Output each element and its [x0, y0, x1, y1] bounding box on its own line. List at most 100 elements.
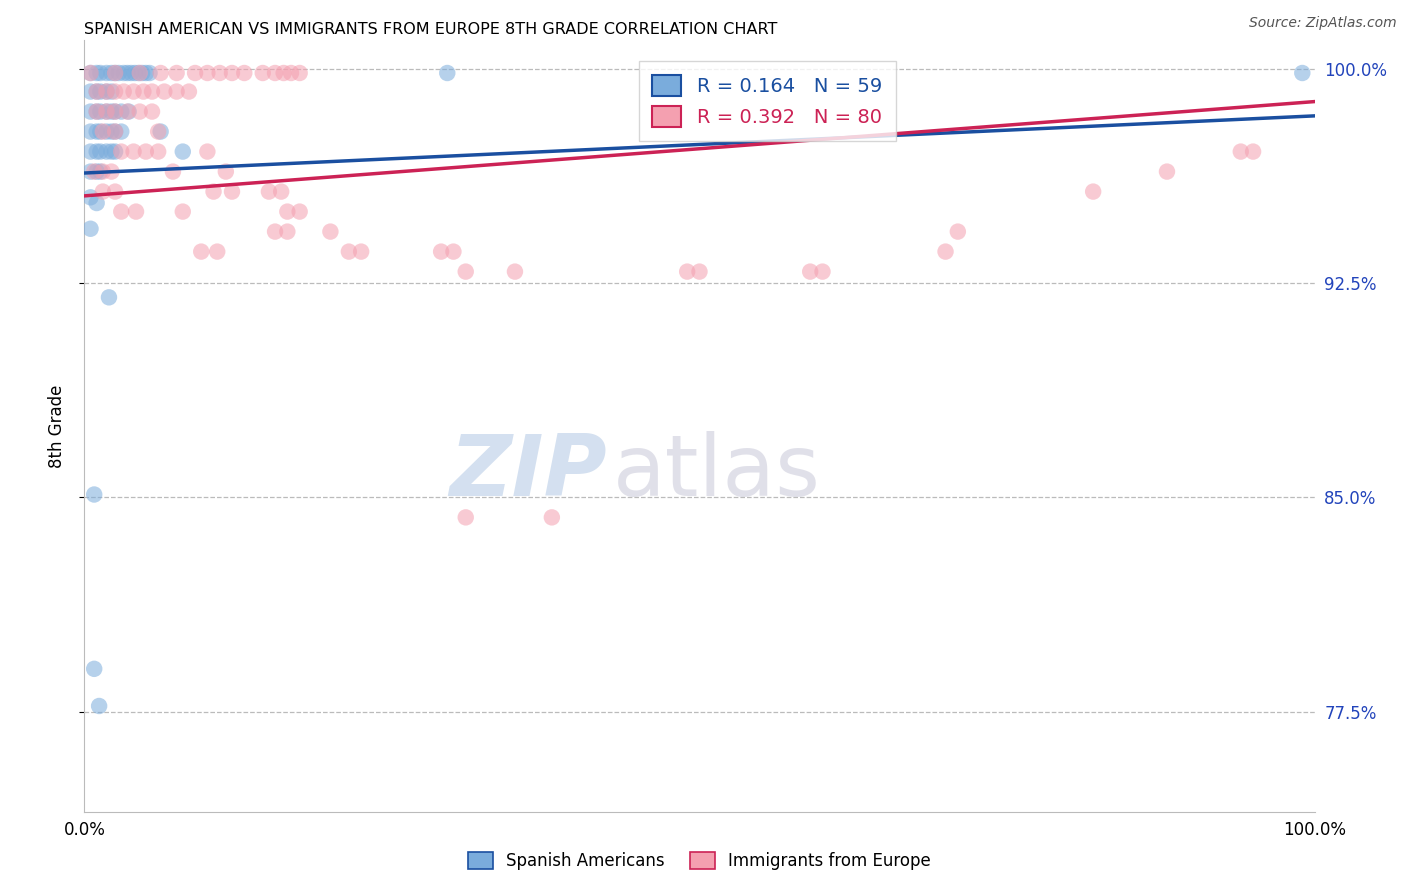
Point	[541, 510, 564, 524]
Point	[162, 164, 184, 178]
Point	[83, 487, 105, 501]
Point	[122, 85, 145, 99]
Point	[436, 66, 458, 80]
Point	[79, 85, 101, 99]
Point	[350, 244, 373, 259]
Point	[86, 104, 108, 119]
Text: SPANISH AMERICAN VS IMMIGRANTS FROM EUROPE 8TH GRADE CORRELATION CHART: SPANISH AMERICAN VS IMMIGRANTS FROM EURO…	[84, 22, 778, 37]
Point	[319, 225, 342, 239]
Point	[91, 125, 114, 139]
Point	[96, 145, 118, 159]
Point	[91, 164, 114, 178]
Point	[148, 145, 170, 159]
Point	[153, 85, 176, 99]
Point	[91, 185, 114, 199]
Point	[257, 185, 280, 199]
Point	[264, 66, 287, 80]
Point	[125, 204, 148, 219]
Point	[110, 125, 132, 139]
Point	[132, 85, 155, 99]
Point	[112, 66, 135, 80]
Point	[100, 164, 122, 178]
Point	[112, 85, 135, 99]
Point	[190, 244, 212, 259]
Point	[337, 244, 360, 259]
Point	[120, 66, 142, 80]
Point	[233, 66, 256, 80]
Point	[811, 264, 834, 278]
Point	[280, 66, 302, 80]
Point	[79, 104, 101, 119]
Point	[273, 66, 295, 80]
Point	[86, 66, 108, 80]
Point	[177, 85, 200, 99]
Point	[276, 225, 298, 239]
Point	[86, 85, 108, 99]
Point	[83, 662, 105, 676]
Text: atlas: atlas	[613, 431, 821, 514]
Point	[149, 66, 172, 80]
Point	[110, 104, 132, 119]
Point	[104, 104, 127, 119]
Point	[252, 66, 274, 80]
Point	[946, 225, 969, 239]
Point	[166, 66, 188, 80]
Point	[430, 244, 453, 259]
Point	[100, 85, 122, 99]
Point	[197, 66, 219, 80]
Point	[86, 85, 108, 99]
Point	[276, 204, 298, 219]
Point	[79, 66, 101, 80]
Point	[100, 145, 122, 159]
Point	[141, 85, 163, 99]
Y-axis label: 8th Grade: 8th Grade	[48, 384, 66, 467]
Point	[197, 145, 219, 159]
Point	[166, 85, 188, 99]
Point	[104, 104, 127, 119]
Point	[79, 190, 101, 204]
Point	[104, 66, 127, 80]
Legend: Spanish Americans, Immigrants from Europe: Spanish Americans, Immigrants from Europ…	[461, 846, 938, 877]
Point	[79, 164, 101, 178]
Point	[264, 225, 287, 239]
Point	[1230, 145, 1253, 159]
Point	[221, 66, 243, 80]
Point	[86, 125, 108, 139]
Point	[172, 145, 194, 159]
Point	[86, 104, 108, 119]
Point	[79, 221, 101, 235]
Point	[86, 145, 108, 159]
Point	[86, 196, 108, 211]
Point	[89, 85, 111, 99]
Point	[128, 104, 150, 119]
Point	[89, 66, 111, 80]
Point	[935, 244, 957, 259]
Point	[128, 66, 150, 80]
Point	[131, 66, 153, 80]
Point	[128, 66, 150, 80]
Point	[207, 244, 229, 259]
Point	[89, 145, 111, 159]
Point	[149, 125, 172, 139]
Point	[1241, 145, 1264, 159]
Point	[270, 185, 292, 199]
Point	[104, 185, 127, 199]
Point	[104, 125, 127, 139]
Point	[96, 104, 118, 119]
Point	[221, 185, 243, 199]
Text: Source: ZipAtlas.com: Source: ZipAtlas.com	[1249, 16, 1396, 30]
Point	[96, 104, 118, 119]
Text: ZIP: ZIP	[450, 431, 607, 514]
Point	[118, 104, 141, 119]
Point	[141, 104, 163, 119]
Point	[689, 264, 711, 278]
Point	[100, 104, 122, 119]
Point	[89, 125, 111, 139]
Point	[89, 104, 111, 119]
Point	[104, 66, 127, 80]
Point	[288, 204, 311, 219]
Point	[104, 85, 127, 99]
Point	[202, 185, 225, 199]
Point	[117, 66, 139, 80]
Point	[104, 145, 127, 159]
